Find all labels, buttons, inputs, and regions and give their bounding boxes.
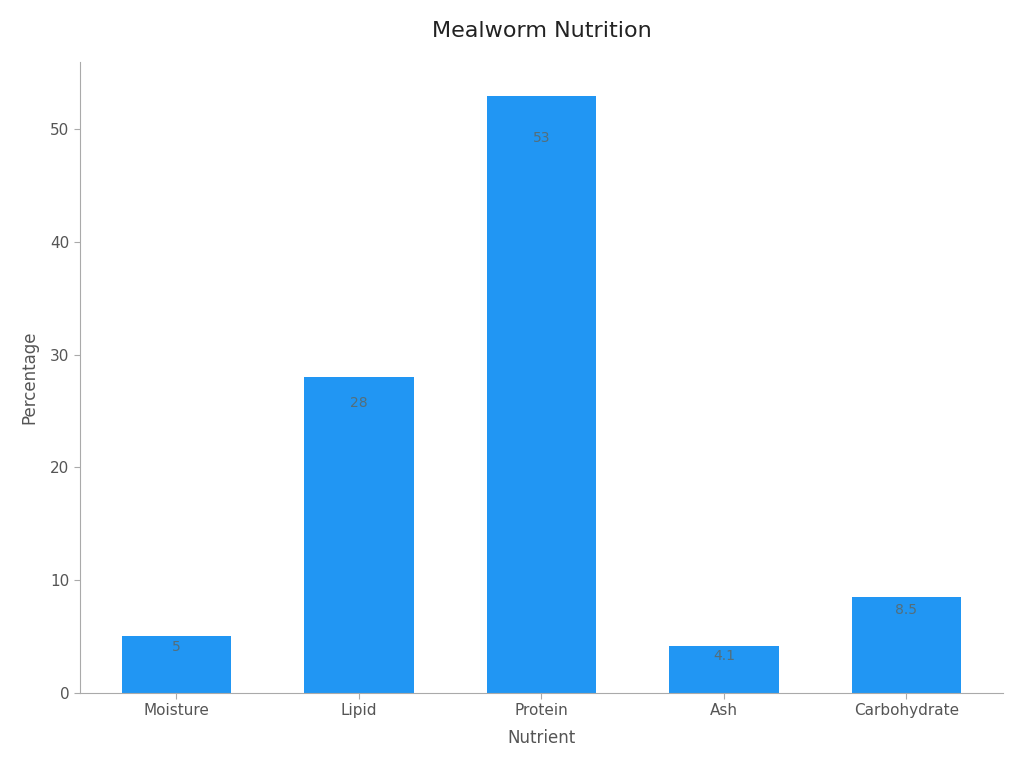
- Bar: [852, 597, 962, 693]
- Bar: [670, 647, 778, 693]
- Text: 53: 53: [532, 131, 550, 145]
- Text: 28: 28: [350, 396, 368, 410]
- Bar: [304, 377, 414, 693]
- Text: 8.5: 8.5: [895, 603, 918, 617]
- Text: 4.1: 4.1: [713, 649, 735, 664]
- Bar: [122, 637, 231, 693]
- Bar: [486, 96, 596, 693]
- X-axis label: Nutrient: Nutrient: [507, 729, 575, 747]
- Y-axis label: Percentage: Percentage: [20, 330, 39, 424]
- Text: 5: 5: [172, 640, 181, 654]
- Title: Mealworm Nutrition: Mealworm Nutrition: [431, 21, 651, 41]
